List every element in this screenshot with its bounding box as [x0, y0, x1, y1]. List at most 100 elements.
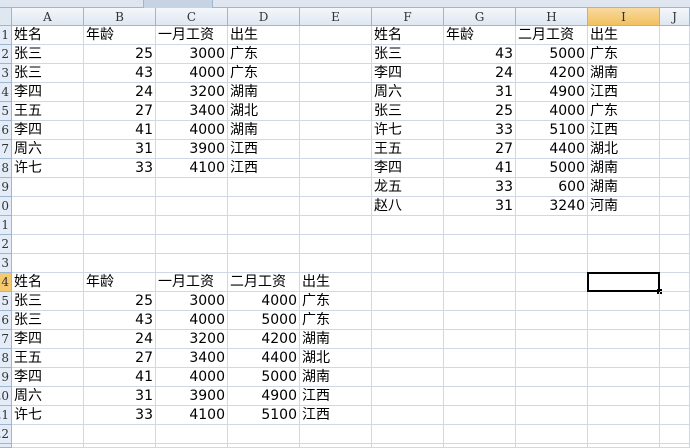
cell-a9[interactable] — [12, 178, 84, 197]
cell-e14[interactable]: 出生 — [300, 273, 372, 292]
cell-f18[interactable] — [372, 349, 444, 368]
cell-d16[interactable]: 5000 — [228, 311, 300, 330]
row-header-3[interactable]: 3 — [0, 64, 12, 83]
cell-d7[interactable]: 江西 — [228, 140, 300, 159]
cell-j12[interactable] — [660, 235, 690, 254]
cell-j8[interactable] — [660, 159, 690, 178]
cell-f22[interactable] — [372, 425, 444, 444]
cell-a8[interactable]: 许七 — [12, 159, 84, 178]
cell-f8[interactable]: 李四 — [372, 159, 444, 178]
cell-a21[interactable]: 许七 — [12, 406, 84, 425]
cell-d19[interactable]: 5000 — [228, 368, 300, 387]
cell-c3[interactable]: 4000 — [156, 64, 228, 83]
cell-e22[interactable] — [300, 425, 372, 444]
cell-c16[interactable]: 4000 — [156, 311, 228, 330]
cell-f23[interactable] — [372, 444, 444, 448]
row-header-23[interactable]: 23 — [0, 444, 12, 448]
cell-h4[interactable]: 4900 — [516, 83, 588, 102]
cell-j23[interactable] — [660, 444, 690, 448]
cell-j22[interactable] — [660, 425, 690, 444]
cell-j21[interactable] — [660, 406, 690, 425]
cell-b5[interactable]: 27 — [84, 102, 156, 121]
cell-e23[interactable] — [300, 444, 372, 448]
cell-j9[interactable] — [660, 178, 690, 197]
cell-e5[interactable] — [300, 102, 372, 121]
cell-g10[interactable]: 31 — [444, 197, 516, 216]
cell-i21[interactable] — [588, 406, 660, 425]
cell-f15[interactable] — [372, 292, 444, 311]
cell-i11[interactable] — [588, 216, 660, 235]
cell-e19[interactable]: 湖南 — [300, 368, 372, 387]
cell-c17[interactable]: 3200 — [156, 330, 228, 349]
cell-f1[interactable]: 姓名 — [372, 26, 444, 45]
cell-g7[interactable]: 27 — [444, 140, 516, 159]
cell-i19[interactable] — [588, 368, 660, 387]
cell-b14[interactable]: 年龄 — [84, 273, 156, 292]
cell-g22[interactable] — [444, 425, 516, 444]
column-header-h[interactable]: H — [516, 8, 588, 26]
cell-d10[interactable] — [228, 197, 300, 216]
cell-i3[interactable]: 湖南 — [588, 64, 660, 83]
cell-d13[interactable] — [228, 254, 300, 273]
cell-g18[interactable] — [444, 349, 516, 368]
cell-h22[interactable] — [516, 425, 588, 444]
cell-g9[interactable]: 33 — [444, 178, 516, 197]
cell-h23[interactable] — [516, 444, 588, 448]
cell-b1[interactable]: 年龄 — [84, 26, 156, 45]
cell-d18[interactable]: 4400 — [228, 349, 300, 368]
cell-g12[interactable] — [444, 235, 516, 254]
cell-d14[interactable]: 二月工资 — [228, 273, 300, 292]
cell-d8[interactable]: 江西 — [228, 159, 300, 178]
cell-e2[interactable] — [300, 45, 372, 64]
cell-a20[interactable]: 周六 — [12, 387, 84, 406]
cell-i15[interactable] — [588, 292, 660, 311]
cell-g5[interactable]: 25 — [444, 102, 516, 121]
cell-g16[interactable] — [444, 311, 516, 330]
column-header-a[interactable]: A — [12, 8, 84, 26]
cell-e11[interactable] — [300, 216, 372, 235]
cell-h9[interactable]: 600 — [516, 178, 588, 197]
cell-e17[interactable]: 湖南 — [300, 330, 372, 349]
cell-d20[interactable]: 4900 — [228, 387, 300, 406]
cell-d22[interactable] — [228, 425, 300, 444]
cell-i18[interactable] — [588, 349, 660, 368]
fill-handle[interactable] — [657, 289, 662, 294]
cell-g14[interactable] — [444, 273, 516, 292]
row-header-10[interactable]: 10 — [0, 197, 12, 216]
cell-b8[interactable]: 33 — [84, 159, 156, 178]
row-header-9[interactable]: 9 — [0, 178, 12, 197]
cell-g20[interactable] — [444, 387, 516, 406]
cell-i13[interactable] — [588, 254, 660, 273]
cell-d6[interactable]: 湖南 — [228, 121, 300, 140]
cell-j20[interactable] — [660, 387, 690, 406]
cell-b15[interactable]: 25 — [84, 292, 156, 311]
cell-j6[interactable] — [660, 121, 690, 140]
cell-c11[interactable] — [156, 216, 228, 235]
cell-h18[interactable] — [516, 349, 588, 368]
row-header-4[interactable]: 4 — [0, 83, 12, 102]
cell-i1[interactable]: 出生 — [588, 26, 660, 45]
cell-j10[interactable] — [660, 197, 690, 216]
cell-d9[interactable] — [228, 178, 300, 197]
cell-e12[interactable] — [300, 235, 372, 254]
cell-b11[interactable] — [84, 216, 156, 235]
cell-e7[interactable] — [300, 140, 372, 159]
cell-b13[interactable] — [84, 254, 156, 273]
cell-f17[interactable] — [372, 330, 444, 349]
cell-i12[interactable] — [588, 235, 660, 254]
cell-e21[interactable]: 江西 — [300, 406, 372, 425]
row-header-18[interactable]: 18 — [0, 349, 12, 368]
cell-h3[interactable]: 4200 — [516, 64, 588, 83]
cell-c14[interactable]: 一月工资 — [156, 273, 228, 292]
cell-b18[interactable]: 27 — [84, 349, 156, 368]
row-header-16[interactable]: 16 — [0, 311, 12, 330]
cell-b17[interactable]: 24 — [84, 330, 156, 349]
cell-h7[interactable]: 4400 — [516, 140, 588, 159]
cell-c9[interactable] — [156, 178, 228, 197]
cell-d2[interactable]: 广东 — [228, 45, 300, 64]
cell-i14[interactable] — [587, 272, 660, 292]
cell-a15[interactable]: 张三 — [12, 292, 84, 311]
cell-e10[interactable] — [300, 197, 372, 216]
cell-d5[interactable]: 湖北 — [228, 102, 300, 121]
cell-f3[interactable]: 李四 — [372, 64, 444, 83]
